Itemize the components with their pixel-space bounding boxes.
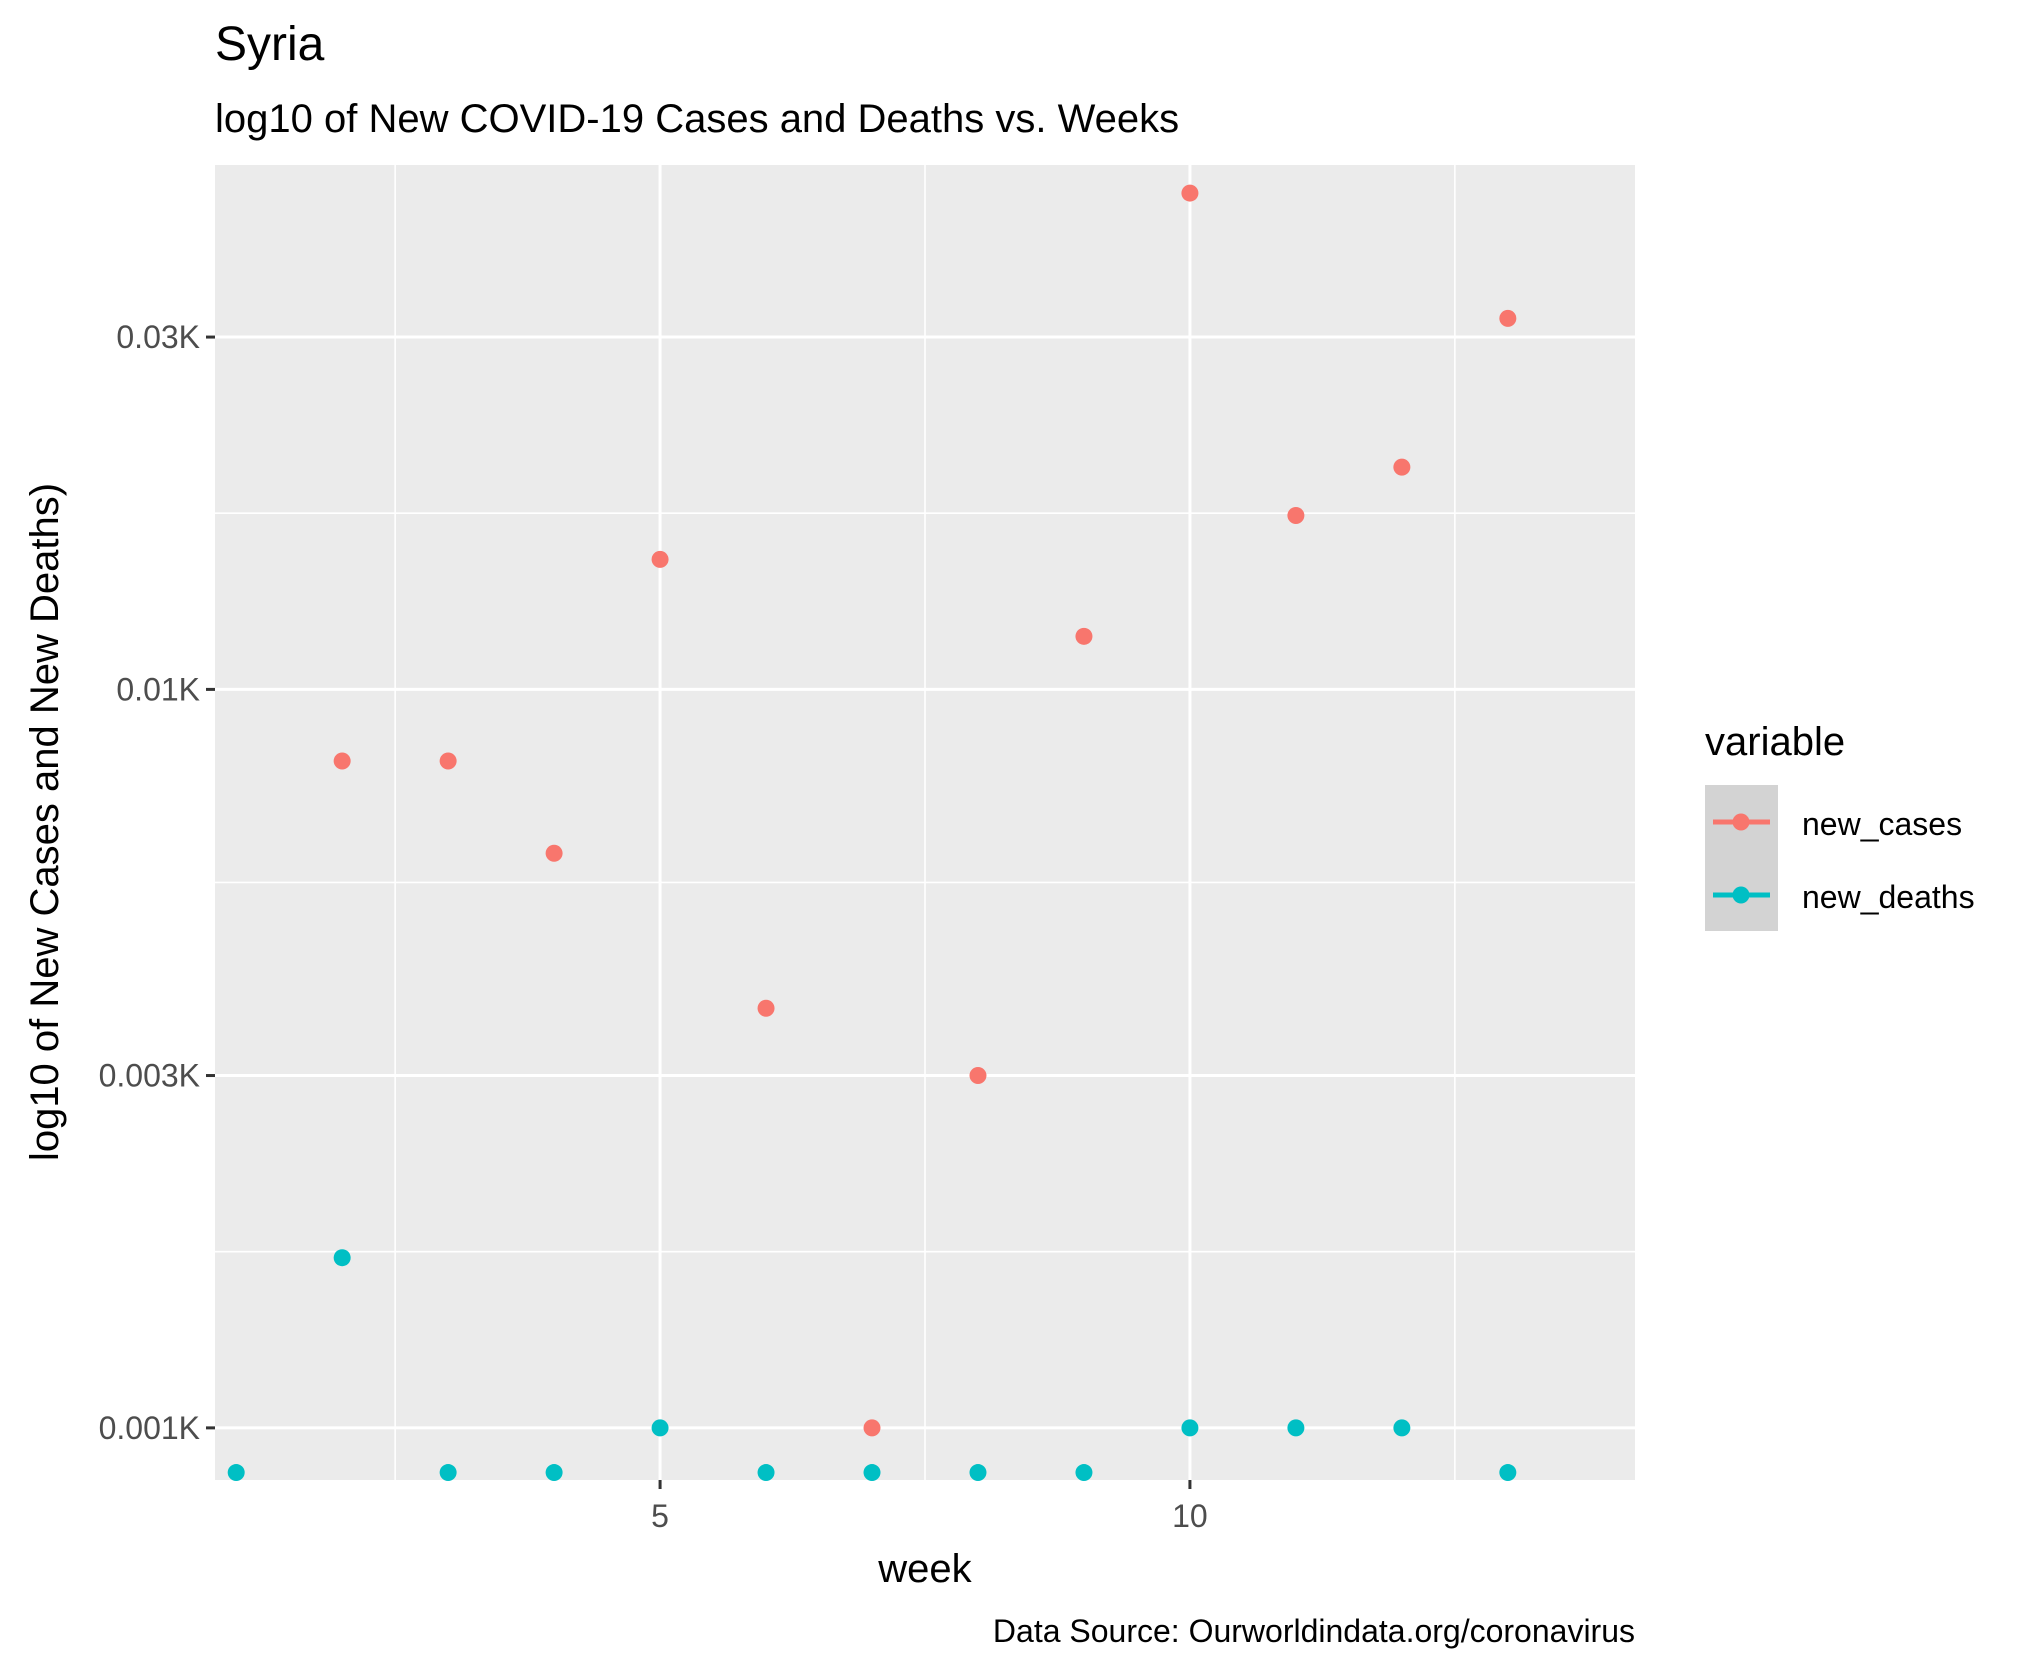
x-axis-label: week [877,1547,972,1591]
data-point-new-deaths [1393,1419,1411,1437]
data-point-new-cases [1181,184,1199,202]
legend-key-point-new-cases [1732,813,1750,831]
y-tick-label: 0.003K [99,1058,200,1094]
data-point-new-cases [969,1067,987,1085]
legend: variable new_cases new_deaths [1705,720,1975,931]
data-point-new-deaths [333,1249,351,1267]
data-point-new-cases [651,550,669,568]
data-point-new-cases [545,844,563,862]
data-point-new-cases [333,752,351,770]
data-point-new-cases [1075,627,1093,645]
data-points [227,184,1517,1482]
data-point-new-deaths [1287,1419,1305,1437]
data-point-new-cases [757,999,775,1017]
legend-title: variable [1705,720,1845,764]
data-point-new-deaths [1181,1419,1199,1437]
legend-key-point-new-deaths [1732,886,1750,904]
data-point-new-deaths [969,1464,987,1482]
x-tick-label: 10 [1172,1498,1208,1534]
x-tick-label: 5 [651,1498,669,1534]
y-tick-label: 0.01K [116,671,200,707]
data-point-new-deaths [545,1464,563,1482]
data-point-new-deaths [439,1464,457,1482]
data-point-new-deaths [863,1464,881,1482]
data-point-new-cases [1499,309,1517,327]
caption: Data Source: Ourworldindata.org/coronavi… [993,1613,1635,1649]
y-tick-label: 0.03K [116,319,200,355]
chart-subtitle: log10 of New COVID-19 Cases and Deaths v… [215,97,1179,141]
data-point-new-deaths [227,1464,245,1482]
legend-label-new-deaths: new_deaths [1802,879,1975,915]
data-point-new-cases [863,1419,881,1437]
chart-title: Syria [215,18,325,71]
data-point-new-deaths [651,1419,669,1437]
data-point-new-deaths [757,1464,775,1482]
data-point-new-cases [1393,458,1411,476]
y-tick-label: 0.001K [99,1410,200,1446]
major-grid [215,165,1635,1480]
minor-grid [215,165,1635,1480]
legend-label-new-cases: new_cases [1802,806,1962,842]
y-axis: 0.001K 0.003K 0.01K 0.03K [99,319,215,1446]
data-point-new-deaths [1075,1464,1093,1482]
data-point-new-cases [1287,506,1305,524]
legend-key-background [1705,785,1778,931]
data-point-new-cases [439,752,457,770]
y-axis-label: log10 of New Cases and New Deaths) [23,483,67,1161]
data-point-new-deaths [1499,1464,1517,1482]
x-axis: 5 10 [651,1480,1208,1534]
